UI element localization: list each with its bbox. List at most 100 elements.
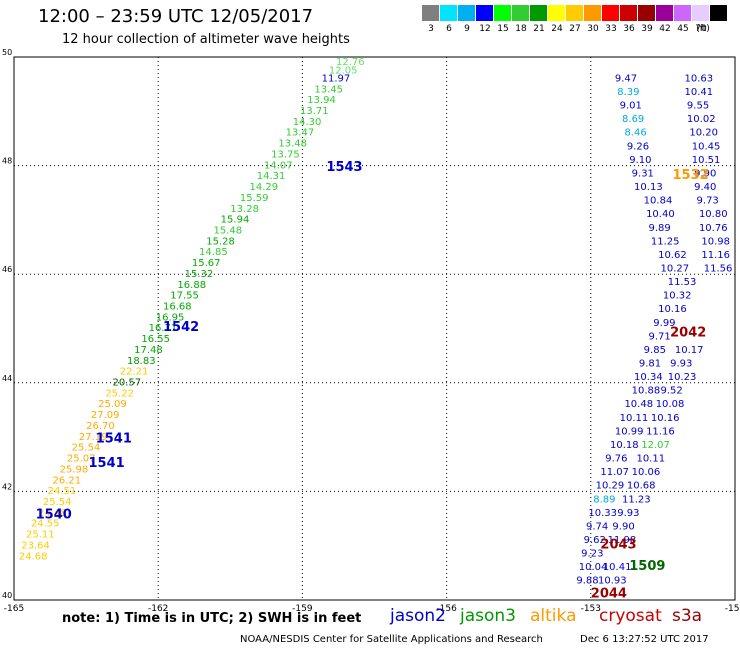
- scale-swatch: [458, 5, 475, 21]
- scale-swatch: [710, 5, 727, 21]
- scale-label: 70: [695, 24, 707, 34]
- wave-height-value: 11.53: [668, 277, 697, 288]
- lon-tick-label: -165: [4, 604, 24, 614]
- wave-height-value: 12.05: [329, 65, 358, 76]
- pass-number-label: 2042: [670, 326, 706, 341]
- scale-swatch: [440, 5, 457, 21]
- wave-height-value: 9.89: [648, 223, 670, 234]
- wave-height-value: 16.55: [141, 334, 170, 345]
- wave-height-value: 17.48: [134, 345, 163, 356]
- wave-height-value: 9.93: [617, 508, 639, 519]
- wave-height-value: 11.97: [322, 73, 351, 84]
- wave-height-value: 14.85: [199, 247, 228, 258]
- timestamp-text: Dec 6 13:27:52 UTC 2017: [580, 634, 709, 645]
- wave-height-value: 10.63: [685, 73, 714, 84]
- wave-height-value: 9.31: [632, 168, 654, 179]
- satellite-legend-item: jason3: [460, 606, 516, 626]
- scale-swatch: [512, 5, 529, 21]
- wave-height-value: 9.71: [648, 331, 670, 342]
- wave-height-value: 8.89: [593, 494, 615, 505]
- scale-swatch: [602, 5, 619, 21]
- pass-number-label: 1543: [326, 160, 362, 175]
- scale-label: 9: [464, 24, 470, 34]
- wave-height-value: 10.98: [701, 236, 730, 247]
- lon-tick-label: -159: [292, 604, 313, 614]
- wave-height-value: 14.07: [264, 160, 293, 171]
- wave-height-value: 9.90: [612, 521, 634, 532]
- wave-height-value: 8.39: [617, 87, 639, 98]
- wave-height-value: 13.71: [300, 106, 329, 117]
- wave-height-value: 10.11: [636, 454, 665, 465]
- scale-swatch: [584, 5, 601, 21]
- wave-height-value: 10.41: [685, 87, 714, 98]
- wave-height-value: 9.62: [584, 535, 606, 546]
- page-title: 12:00 – 23:59 UTC 12/05/2017: [38, 6, 314, 27]
- wave-height-value: 15.94: [221, 215, 250, 226]
- lat-tick-label: 46: [2, 265, 12, 274]
- wave-height-value: 23.64: [21, 540, 50, 551]
- lon-tick-label: -150: [725, 604, 740, 614]
- lon-tick-label: -156: [436, 604, 457, 614]
- lat-tick-label: 50: [2, 48, 12, 57]
- wave-height-value: 15.59: [240, 193, 269, 204]
- wave-height-value: 27.09: [91, 410, 120, 421]
- wave-height-value: 9.01: [620, 101, 642, 112]
- wave-height-value: 10.41: [603, 562, 632, 573]
- scale-unit: (ft): [696, 24, 710, 34]
- wave-height-value: 8.46: [624, 128, 646, 139]
- scale-label: 39: [641, 24, 653, 34]
- wave-height-value: 17.55: [170, 291, 199, 302]
- scale-swatch: [620, 5, 637, 21]
- wave-height-value: 9.81: [639, 359, 661, 370]
- scale-label: 21: [533, 24, 545, 34]
- wave-height-value: 9.47: [615, 73, 637, 84]
- wave-height-value: 27.19: [79, 432, 108, 443]
- pass-number-label: 2044: [591, 586, 627, 601]
- wave-height-value: 13.94: [307, 95, 336, 106]
- scale-label: 42: [659, 24, 671, 34]
- wave-height-value: 24.48: [38, 508, 67, 519]
- wave-height-value: 10.84: [644, 196, 673, 207]
- wave-height-value: 10.16: [658, 304, 687, 315]
- wave-height-value: 11.16: [646, 426, 675, 437]
- wave-height-value: 15.48: [213, 225, 242, 236]
- scale-label: 3: [428, 24, 434, 34]
- wave-height-value: 9.74: [586, 521, 608, 532]
- scale-swatch: [656, 5, 673, 21]
- scale-swatch: [566, 5, 583, 21]
- wave-height-value: 24.68: [19, 551, 48, 562]
- wave-height-value: 9.88: [576, 576, 598, 587]
- wave-height-value: 9.26: [627, 141, 649, 152]
- scale-label: 36: [623, 24, 635, 34]
- scale-label: 18: [515, 24, 527, 34]
- map-frame: [13, 56, 736, 601]
- wave-height-value: 9.99: [653, 318, 675, 329]
- wave-height-value: 15.32: [185, 269, 214, 280]
- wave-height-value: 26.70: [86, 421, 115, 432]
- wave-height-value: 11.56: [704, 263, 733, 274]
- wave-height-value: 9.76: [605, 454, 627, 465]
- wave-height-value: 10.40: [646, 209, 675, 220]
- lon-tick-label: -162: [148, 604, 168, 614]
- wave-height-value: 10.29: [596, 481, 625, 492]
- scale-label: 45: [677, 24, 689, 34]
- scale-label: 6: [446, 24, 452, 34]
- wave-height-value: 10.18: [610, 440, 639, 451]
- wave-height-value: 9.85: [644, 345, 666, 356]
- wave-height-value: 10.20: [689, 128, 718, 139]
- wave-height-value: 10.11: [620, 413, 649, 424]
- scale-swatch: [422, 5, 439, 21]
- wave-height-value: 24.55: [31, 519, 60, 530]
- scale-label: 15: [497, 24, 509, 34]
- wave-height-value: 22.21: [120, 367, 149, 378]
- wave-height-value: 25.98: [60, 464, 89, 475]
- wave-height-value: 25.54: [43, 497, 72, 508]
- satellite-legend-item: s3a: [672, 606, 703, 626]
- wave-height-value: 10.06: [632, 467, 661, 478]
- scale-swatch: [548, 5, 565, 21]
- scale-label: 33: [605, 24, 617, 34]
- wave-height-value: 9.73: [697, 196, 719, 207]
- wave-height-value: 14.30: [293, 117, 322, 128]
- pass-number-label: 1541: [96, 432, 132, 447]
- wave-height-value: 26.21: [52, 475, 81, 486]
